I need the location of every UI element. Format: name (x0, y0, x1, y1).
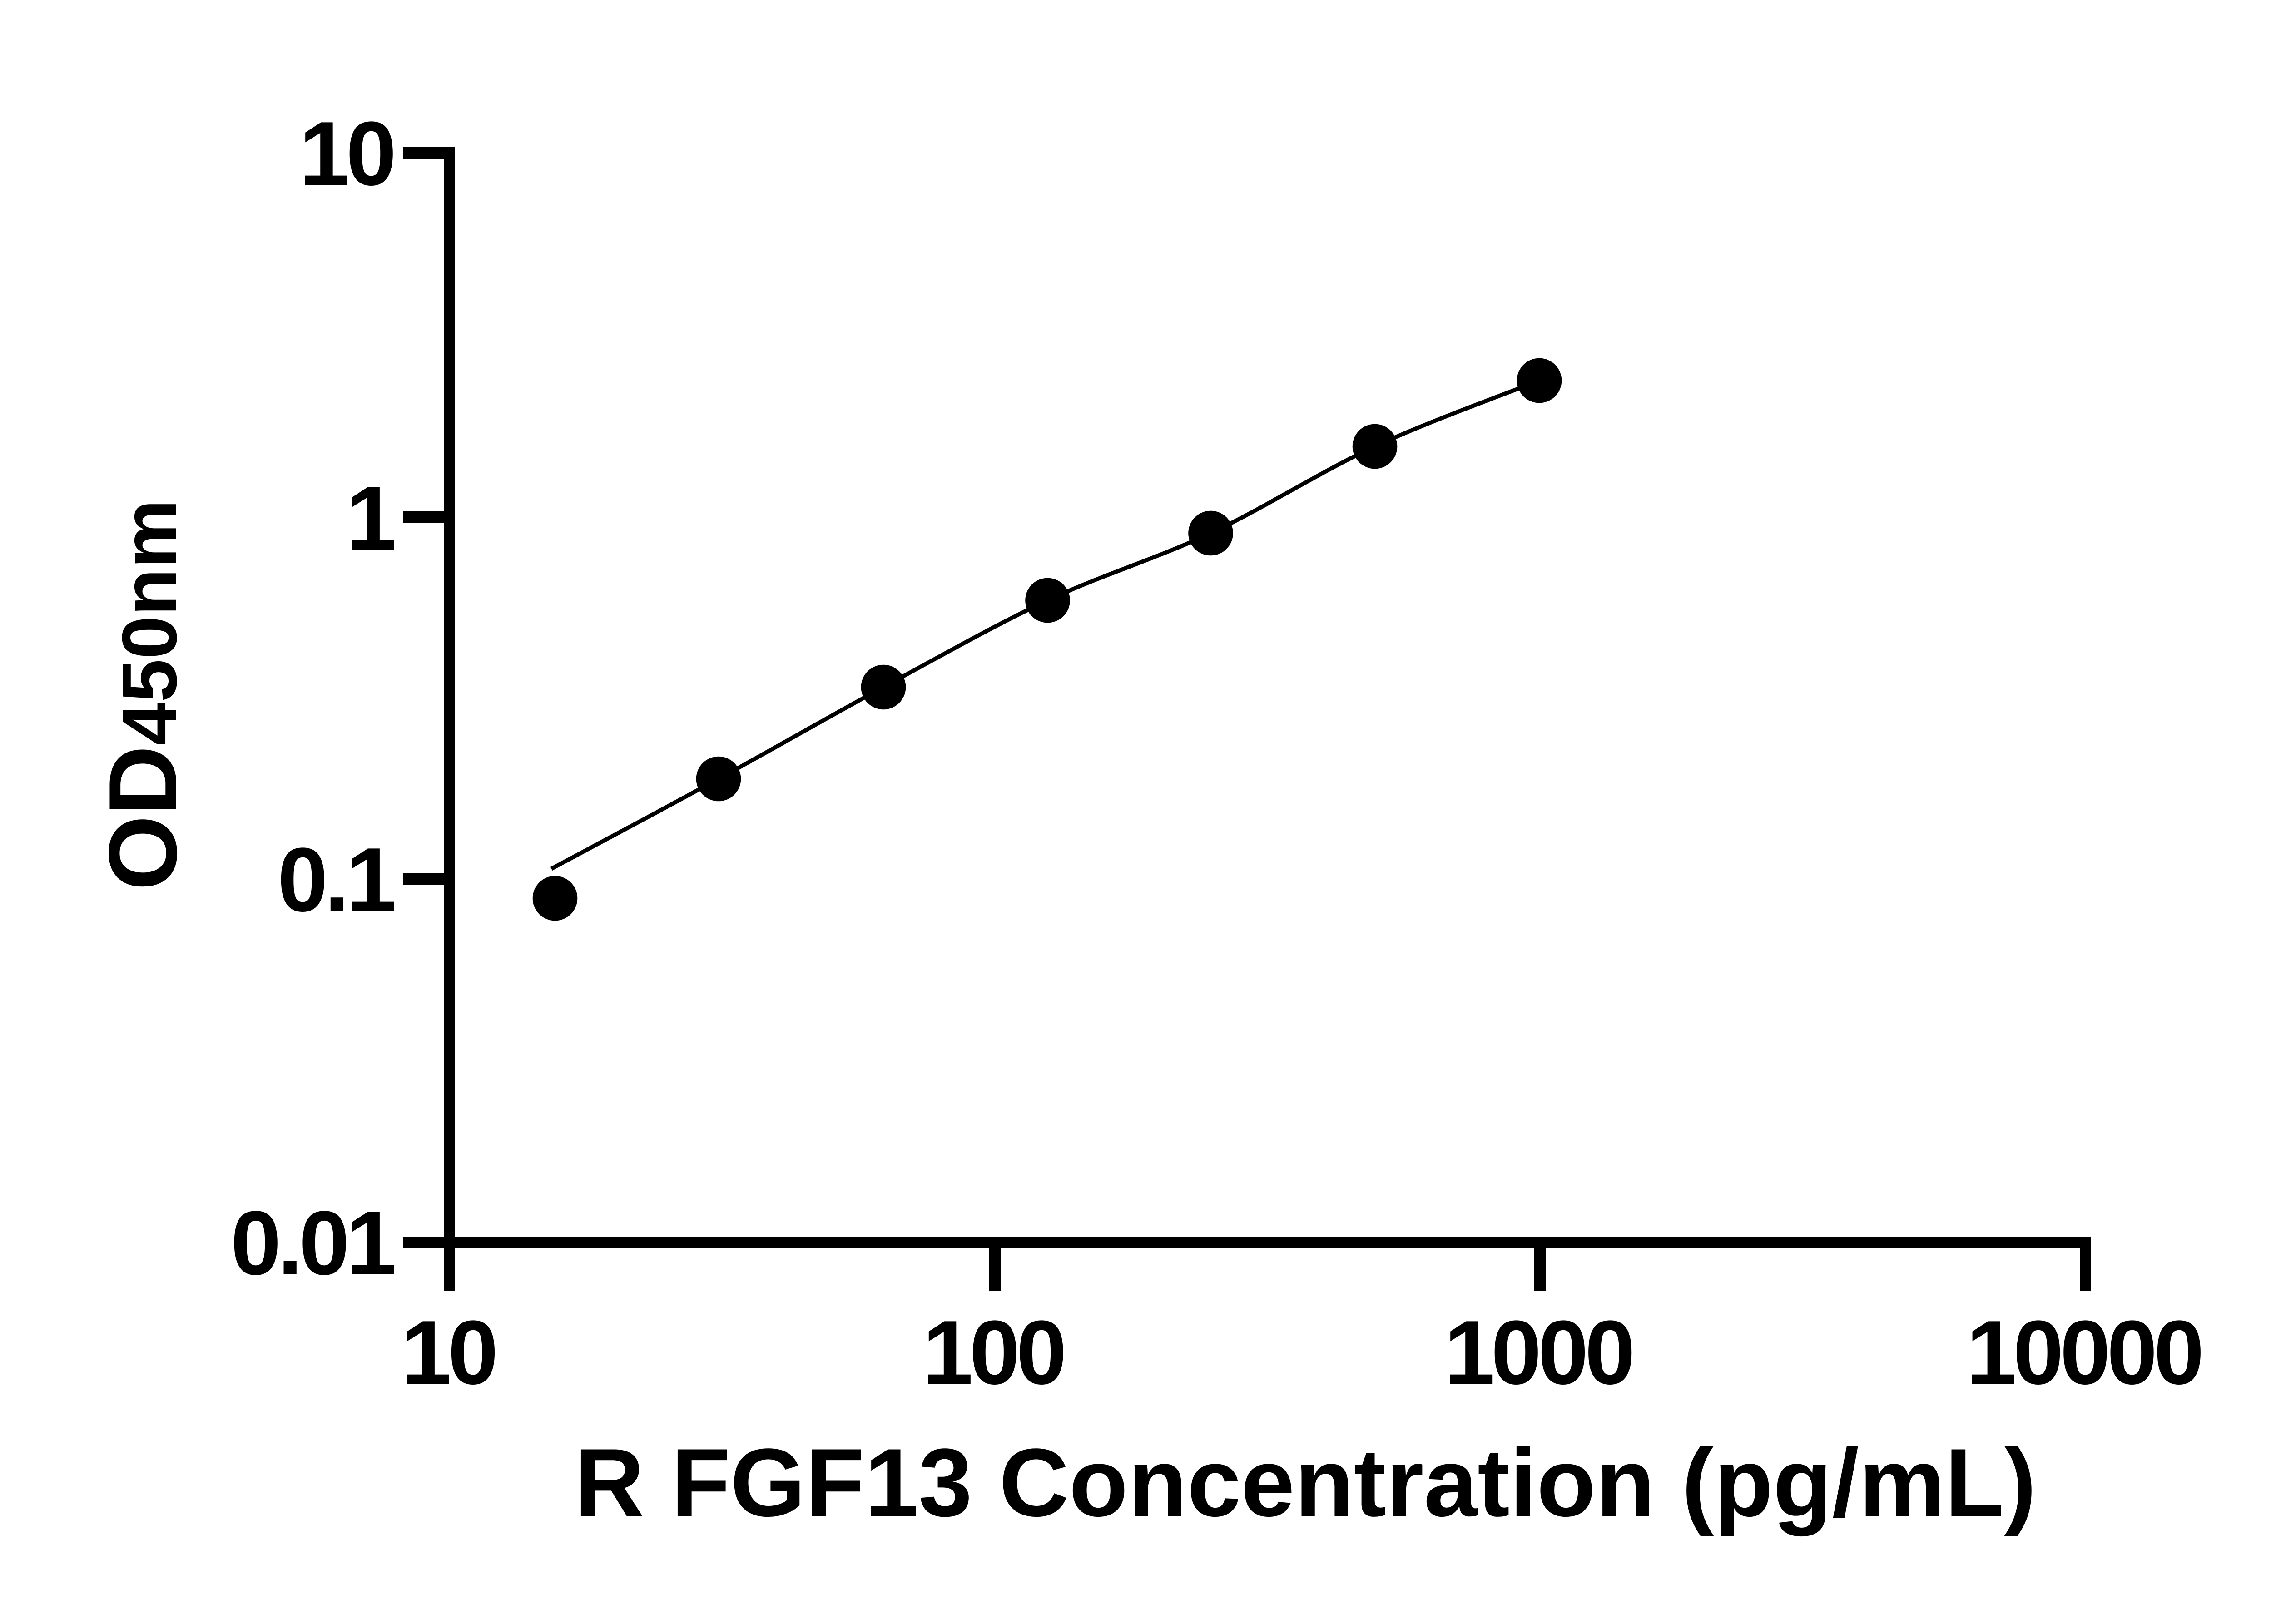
svg-text:R FGF13 Concentration (pg/mL): R FGF13 Concentration (pg/mL) (575, 1429, 2037, 1537)
svg-text:10000: 10000 (1966, 1302, 2201, 1403)
svg-text:100: 100 (922, 1302, 1063, 1403)
svg-text:1: 1 (346, 468, 394, 569)
svg-text:10: 10 (299, 103, 393, 204)
svg-text:OD450nm: OD450nm (89, 500, 197, 891)
svg-text:0.01: 0.01 (231, 1193, 394, 1294)
svg-text:10: 10 (401, 1302, 495, 1403)
svg-text:0.1: 0.1 (278, 829, 394, 931)
svg-text:1000: 1000 (1444, 1302, 1632, 1403)
